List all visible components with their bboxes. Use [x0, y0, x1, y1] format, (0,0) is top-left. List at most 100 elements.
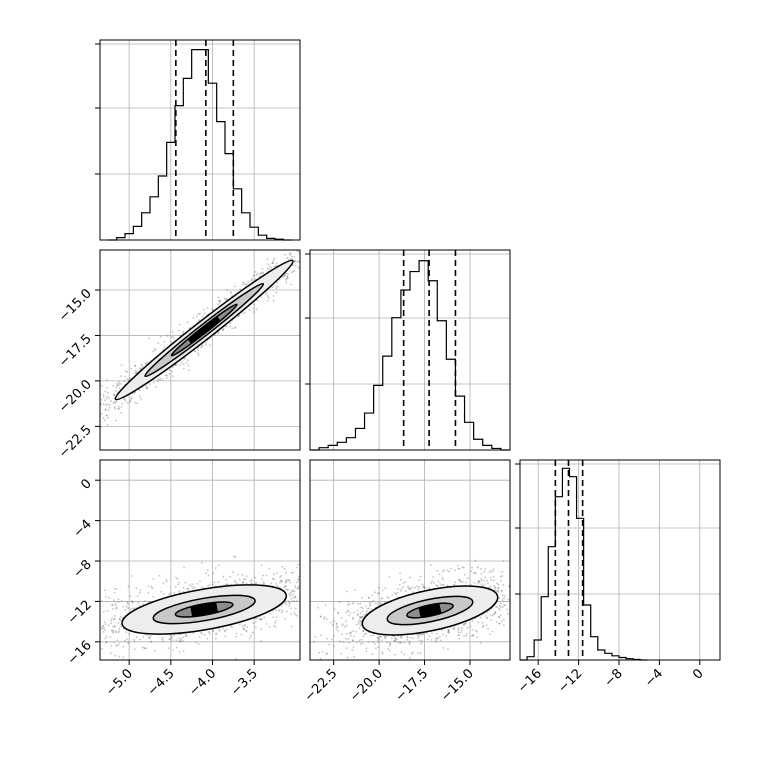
sample-point	[212, 630, 215, 633]
sample-point	[457, 627, 460, 629]
sample-point	[183, 566, 186, 569]
sample-point	[93, 403, 95, 405]
sample-point	[317, 240, 319, 242]
sample-point	[119, 382, 122, 385]
sample-point	[311, 590, 313, 592]
sample-point	[291, 255, 293, 258]
sample-point	[86, 421, 88, 423]
sample-point	[474, 572, 477, 575]
sample-point	[341, 623, 344, 626]
sample-point	[96, 427, 98, 429]
sample-point	[399, 173, 401, 175]
sample-point	[243, 624, 246, 627]
sample-point	[285, 603, 288, 606]
sample-point	[420, 633, 423, 636]
sample-point	[245, 575, 248, 577]
sample-point	[272, 286, 275, 288]
sample-point	[314, 635, 317, 638]
sample-point	[103, 419, 106, 422]
sample-point	[293, 270, 296, 272]
sample-point	[255, 308, 258, 311]
sample-point	[365, 605, 367, 608]
sample-point	[104, 629, 106, 632]
sample-point	[118, 408, 121, 410]
sample-point	[352, 601, 355, 604]
sample-point	[518, 583, 520, 585]
sample-point	[262, 272, 265, 274]
sample-point	[360, 616, 363, 619]
sample-point	[284, 618, 287, 620]
sample-point	[131, 601, 134, 603]
sample-point	[507, 612, 509, 615]
sample-point	[477, 580, 480, 582]
sample-point	[64, 632, 66, 634]
sample-point	[527, 589, 529, 591]
sample-point	[291, 600, 294, 603]
sample-point	[325, 242, 327, 244]
sample-point	[89, 417, 91, 419]
sample-point	[328, 643, 331, 646]
sample-point	[290, 592, 292, 594]
sample-point	[294, 242, 296, 244]
sample-point	[44, 645, 46, 647]
sample-point	[142, 636, 145, 638]
sample-point	[394, 653, 396, 656]
sample-point	[492, 579, 495, 582]
sample-point	[300, 559, 302, 561]
sample-point	[283, 567, 286, 570]
sample-point	[53, 445, 55, 447]
sample-point	[493, 613, 495, 616]
sample-point	[310, 237, 312, 239]
y-tick-label: −8	[71, 557, 95, 581]
sample-point	[308, 647, 310, 649]
sample-point	[311, 239, 313, 241]
sample-point	[371, 653, 374, 655]
sample-point	[460, 627, 463, 630]
sample-point	[225, 325, 228, 328]
sample-point	[320, 634, 322, 637]
sample-point	[218, 300, 221, 303]
sample-point	[423, 585, 425, 588]
sample-point	[147, 585, 150, 588]
sample-point	[307, 594, 309, 596]
sample-point	[421, 583, 424, 586]
sample-point	[118, 629, 121, 632]
sample-point	[206, 307, 209, 309]
sample-point	[361, 210, 363, 212]
sample-point	[495, 605, 497, 608]
sample-point	[400, 589, 402, 592]
sample-point	[442, 583, 445, 586]
sample-point	[381, 184, 383, 186]
sample-point	[372, 641, 375, 643]
sample-point	[239, 623, 241, 626]
sample-point	[94, 414, 96, 416]
sample-point	[284, 602, 287, 604]
sample-point	[245, 582, 248, 585]
sample-point	[494, 611, 497, 614]
sample-point	[430, 563, 432, 566]
sample-point	[333, 620, 335, 622]
sample-point	[206, 637, 209, 640]
sample-point	[185, 361, 188, 364]
sample-point	[63, 436, 65, 438]
sample-point	[114, 401, 116, 403]
sample-point	[273, 257, 276, 260]
sample-point	[514, 589, 516, 591]
sample-point	[97, 595, 99, 597]
sample-point	[251, 277, 253, 280]
sample-point	[531, 599, 533, 601]
sample-point	[168, 369, 171, 372]
sample-point	[298, 575, 300, 578]
sample-point	[342, 212, 344, 214]
sample-point	[501, 575, 504, 577]
sample-point	[356, 581, 358, 583]
sample-point	[105, 397, 108, 400]
sample-point	[302, 255, 304, 257]
sample-point	[516, 600, 518, 602]
sample-point	[532, 569, 534, 571]
sample-point	[327, 577, 329, 579]
sample-point	[512, 585, 514, 587]
sample-point	[335, 576, 337, 578]
sample-point	[275, 287, 278, 289]
